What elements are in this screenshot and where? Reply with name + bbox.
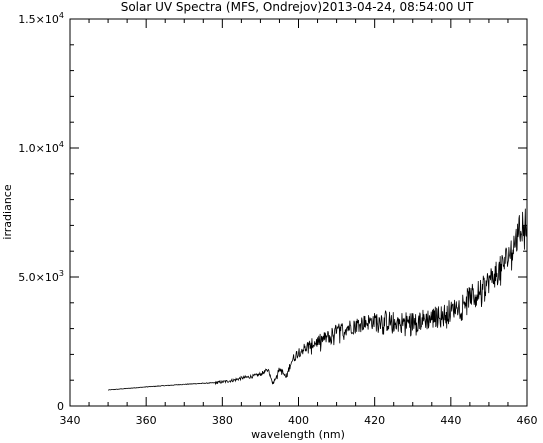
- y-tick-label: 5.0×103: [18, 269, 64, 284]
- y-axis-tick-labels: 0 5.0×103 1.0×104 1.5×104: [18, 11, 64, 413]
- series-layer: [107, 208, 528, 391]
- x-tick-label: 440: [440, 414, 461, 427]
- y-tick-label: 1.5×104: [18, 11, 64, 26]
- x-tick-label: 460: [517, 414, 538, 427]
- x-tick-label: 420: [364, 414, 385, 427]
- x-tick-label: 360: [136, 414, 157, 427]
- x-axis-ticks: [69, 19, 528, 406]
- y-axis-label: irradiance: [1, 184, 14, 239]
- chart-title: Solar UV Spectra (MFS, Ondrejov)2013-04-…: [121, 0, 474, 14]
- x-tick-label: 340: [60, 414, 81, 427]
- y-tick-label: 1.0×104: [18, 140, 64, 155]
- x-tick-label: 400: [288, 414, 309, 427]
- x-axis-label: wavelength (nm): [251, 428, 345, 441]
- y-axis-ticks: [70, 18, 527, 407]
- x-axis-tick-labels: 340 360 380 400 420 440 460: [60, 414, 538, 427]
- x-tick-label: 380: [212, 414, 233, 427]
- plot-frame: [69, 18, 528, 407]
- spectrum-series-line: [107, 208, 528, 391]
- y-tick-label: 0: [57, 400, 64, 413]
